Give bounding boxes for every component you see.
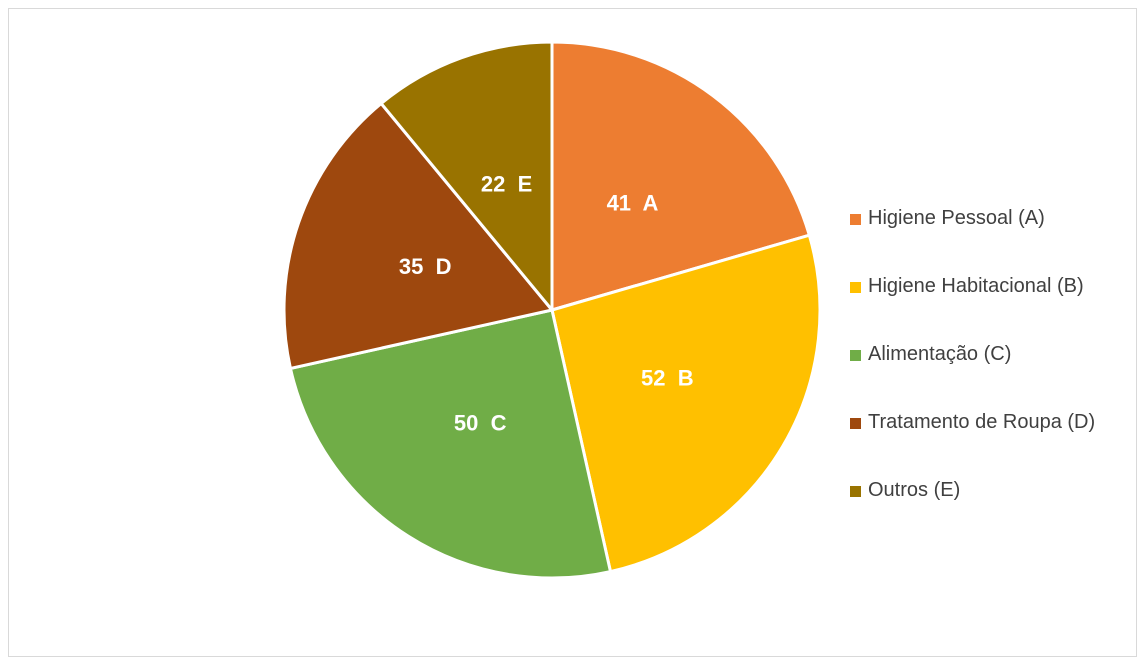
pie-slice-c	[288, 308, 613, 580]
legend-label-e: Outros (E)	[868, 479, 961, 501]
pie-slice-b	[550, 233, 822, 574]
data-label-c: 50 C	[454, 411, 507, 436]
legend-label-b: Higiene Habitacional (B)	[868, 275, 1084, 297]
legend-item-d: Tratamento de Roupa (D)	[850, 410, 1128, 435]
pie-slice-a	[550, 40, 812, 312]
legend-item-c: Alimentação (C)	[850, 342, 1128, 367]
legend-item-a: Higiene Pessoal (A)	[850, 206, 1128, 231]
data-label-e: 22 E	[481, 171, 532, 196]
legend-item-e: Outros (E)	[850, 478, 1128, 503]
legend-swatch-c	[850, 350, 861, 361]
pie-slices	[282, 40, 822, 580]
data-label-b: 52 B	[641, 366, 694, 391]
pie-slice-e	[379, 40, 554, 315]
legend-label-d: Tratamento de Roupa (D)	[868, 411, 1096, 433]
legend-swatch-e	[850, 486, 861, 497]
legend-label-a: Higiene Pessoal (A)	[868, 207, 1045, 229]
legend-item-b: Higiene Habitacional (B)	[850, 274, 1128, 299]
pie-data-labels: 41 A 52 B 50 C 35 D 22 E	[399, 171, 694, 435]
data-label-d: 35 D	[399, 254, 452, 279]
legend-swatch-d	[850, 418, 861, 429]
pie-slice-d	[282, 101, 555, 371]
data-label-a: 41 A	[607, 190, 659, 215]
legend-swatch-b	[850, 282, 861, 293]
legend-swatch-a	[850, 214, 861, 225]
legend-label-c: Alimentação (C)	[868, 343, 1012, 365]
